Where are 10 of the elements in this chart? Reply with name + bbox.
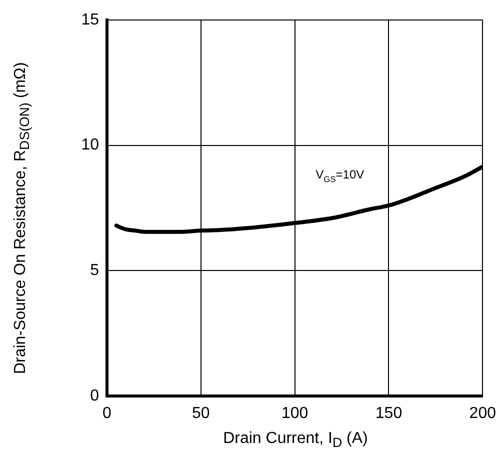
x-axis-title: Drain Current, I$_{D}$ (A) xyxy=(222,430,369,450)
x-tick-label: 150 xyxy=(375,405,402,422)
x-tick-label: 100 xyxy=(281,405,308,422)
y-tick-label: 0 xyxy=(90,387,100,404)
x-tick-label: 200 xyxy=(469,405,496,422)
x-tick-label: 50 xyxy=(192,405,210,422)
y-tick-label: 15 xyxy=(81,11,100,28)
y-tick-label: 5 xyxy=(90,262,100,280)
x-tick-label: 0 xyxy=(102,405,112,422)
y-tick-label: 10 xyxy=(81,136,100,154)
